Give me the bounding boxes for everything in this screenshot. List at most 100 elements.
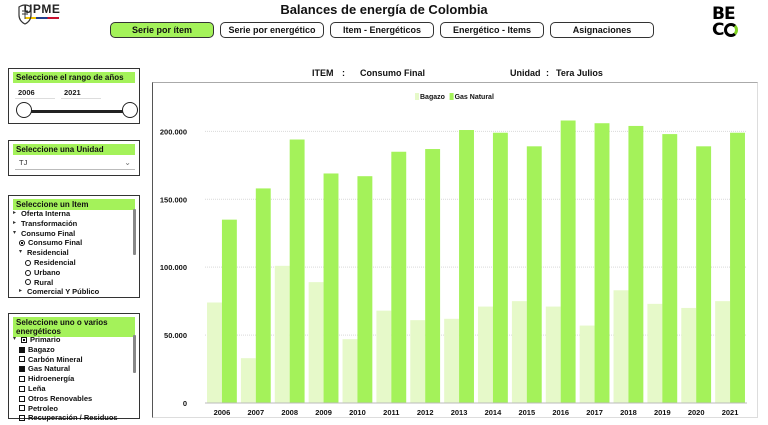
y-tick-label: 100.000 bbox=[160, 263, 187, 272]
checkbox[interactable] bbox=[19, 346, 25, 353]
bar-gas-natural bbox=[357, 176, 373, 403]
item-tree-scrollbar[interactable] bbox=[133, 209, 136, 255]
tree-row[interactable]: Hidroenergía bbox=[13, 374, 129, 384]
expand-arrow-icon[interactable]: ▸ bbox=[13, 219, 17, 226]
tree-row[interactable]: ▸ Oferta Interna bbox=[13, 209, 129, 219]
x-tick-label: 2010 bbox=[349, 408, 366, 417]
radio-button[interactable] bbox=[25, 259, 31, 266]
legend-swatch bbox=[415, 93, 419, 100]
item-panel-title: Seleccione un Item bbox=[13, 199, 135, 210]
expand-arrow-icon[interactable]: ▸ bbox=[13, 210, 17, 216]
tree-row[interactable]: ▸ Transformación bbox=[13, 219, 129, 229]
tree-row[interactable]: ▾ Residencial bbox=[13, 248, 129, 258]
tab-serie-por-energetico[interactable]: Serie por energético bbox=[220, 22, 324, 38]
tree-row[interactable]: Carbón Mineral bbox=[13, 355, 129, 365]
tree-row-label: Consumo Final bbox=[28, 238, 83, 248]
bar-chart: 0 50.000 100.000 150.000 200.000 2006 2007 2008… bbox=[160, 93, 747, 417]
bar-bagazo bbox=[613, 290, 629, 403]
tree-row-label: Hidroenergía bbox=[28, 374, 75, 384]
chart-item-value: Consumo Final bbox=[360, 68, 425, 78]
year-slider-end-handle[interactable] bbox=[122, 102, 138, 118]
bar-gas-natural bbox=[730, 132, 745, 403]
checkbox[interactable] bbox=[19, 415, 25, 422]
year-end-input[interactable]: 2021 bbox=[61, 86, 101, 99]
y-tick-label: 50.000 bbox=[164, 331, 187, 340]
tree-row[interactable]: Petroleo bbox=[13, 404, 129, 414]
year-slider-track[interactable] bbox=[24, 110, 130, 113]
bar-gas-natural bbox=[425, 149, 441, 403]
unit-select[interactable]: TJ ⌄ bbox=[15, 156, 135, 170]
chart-unit-sep: : bbox=[546, 68, 549, 78]
checkbox[interactable] bbox=[19, 356, 25, 363]
tree-row-label: Gas Natural bbox=[28, 364, 71, 374]
tree-row[interactable]: ▾ Primario bbox=[13, 335, 129, 345]
x-tick-label: 2019 bbox=[654, 408, 671, 417]
bar-bagazo bbox=[410, 320, 426, 403]
tree-row[interactable]: Bagazo bbox=[13, 345, 129, 355]
tree-row[interactable]: ▾ Consumo Final bbox=[13, 229, 129, 239]
shield-crest-icon bbox=[18, 4, 32, 25]
year-slider-start-handle[interactable] bbox=[16, 102, 32, 118]
checkbox[interactable] bbox=[19, 385, 25, 392]
radio-button[interactable] bbox=[25, 279, 31, 286]
page-title: Balances de energía de Colombia bbox=[280, 2, 488, 17]
x-tick-label: 2015 bbox=[518, 408, 535, 417]
tree-row[interactable]: ▸ Comercial Y Público bbox=[13, 287, 129, 297]
tab-serie-por-item[interactable]: Serie por ítem bbox=[110, 22, 214, 38]
tree-row[interactable]: Recuperación / Residuos bbox=[13, 413, 129, 423]
bar-bagazo bbox=[207, 302, 222, 403]
chart-frame: 0 50.000 100.000 150.000 200.000 2006 2007 2008… bbox=[152, 82, 758, 418]
tree-row[interactable]: Gas Natural bbox=[13, 364, 129, 374]
beco-logo-text: BE bbox=[712, 4, 736, 24]
unit-select-value: TJ bbox=[19, 158, 28, 167]
tree-row[interactable]: Residencial bbox=[13, 258, 129, 268]
checkbox[interactable] bbox=[19, 366, 25, 373]
legend-label: Bagazo bbox=[420, 94, 445, 101]
bar-gas-natural bbox=[696, 146, 712, 403]
tree-row[interactable]: Urbano bbox=[13, 268, 129, 278]
x-tick-label: 2016 bbox=[552, 408, 569, 417]
chart-item-label: ITEM bbox=[312, 68, 334, 78]
tab-energetico-items[interactable]: Energético - Items bbox=[440, 22, 544, 38]
x-tick-label: 2011 bbox=[383, 408, 399, 417]
bar-bagazo bbox=[240, 358, 256, 403]
chart-unit-label: Unidad bbox=[510, 68, 541, 78]
legend-swatch bbox=[449, 93, 454, 100]
radio-button[interactable] bbox=[19, 240, 25, 247]
beco-o-icon bbox=[724, 23, 739, 37]
expand-arrow-icon[interactable]: ▸ bbox=[19, 288, 23, 295]
flag-stripe bbox=[25, 17, 59, 19]
bar-bagazo bbox=[274, 265, 290, 403]
tab-item-energeticos[interactable]: Item - Energéticos bbox=[330, 22, 434, 38]
item-tree: ▸ Oferta Interna ▸ Transformación ▾ Consumo F… bbox=[13, 209, 129, 297]
bar-bagazo bbox=[579, 325, 595, 403]
tab-asignaciones[interactable]: Asignaciones bbox=[550, 22, 654, 38]
chart-item-sep: : bbox=[342, 68, 345, 78]
collapse-arrow-icon[interactable]: ▾ bbox=[13, 336, 17, 342]
checkbox[interactable] bbox=[19, 395, 25, 402]
energeticos-tree-scrollbar[interactable] bbox=[133, 335, 136, 373]
energeticos-panel-title: Seleccione uno o varios energéticos bbox=[13, 317, 135, 337]
collapse-arrow-icon[interactable]: ▾ bbox=[19, 249, 23, 256]
year-start-input[interactable]: 2006 bbox=[15, 86, 55, 99]
bar-gas-natural bbox=[221, 219, 237, 403]
radio-button[interactable] bbox=[25, 269, 31, 276]
tree-row-label: Bagazo bbox=[28, 344, 55, 354]
tree-row-label: Primario bbox=[30, 335, 61, 344]
year-range-title: Seleccione el rango de años bbox=[13, 72, 135, 83]
bar-gas-natural bbox=[492, 132, 508, 403]
x-tick-label: 2008 bbox=[281, 408, 298, 417]
tree-row[interactable]: Rural bbox=[13, 278, 129, 288]
x-tick-label: 2012 bbox=[417, 408, 434, 417]
bar-gas-natural bbox=[323, 173, 339, 403]
tree-row[interactable]: Leña bbox=[13, 384, 129, 394]
tree-row-label: Comercial Y Público bbox=[27, 287, 100, 297]
checkbox[interactable] bbox=[19, 405, 25, 412]
tree-row-label: Residencial bbox=[27, 248, 69, 258]
tree-row[interactable]: Otros Renovables bbox=[13, 394, 129, 404]
checkbox[interactable] bbox=[21, 336, 27, 343]
collapse-arrow-icon[interactable]: ▾ bbox=[13, 229, 17, 236]
tree-row[interactable]: Consumo Final bbox=[13, 238, 129, 248]
checkbox[interactable] bbox=[19, 376, 25, 383]
x-tick-label: 2007 bbox=[247, 408, 264, 417]
